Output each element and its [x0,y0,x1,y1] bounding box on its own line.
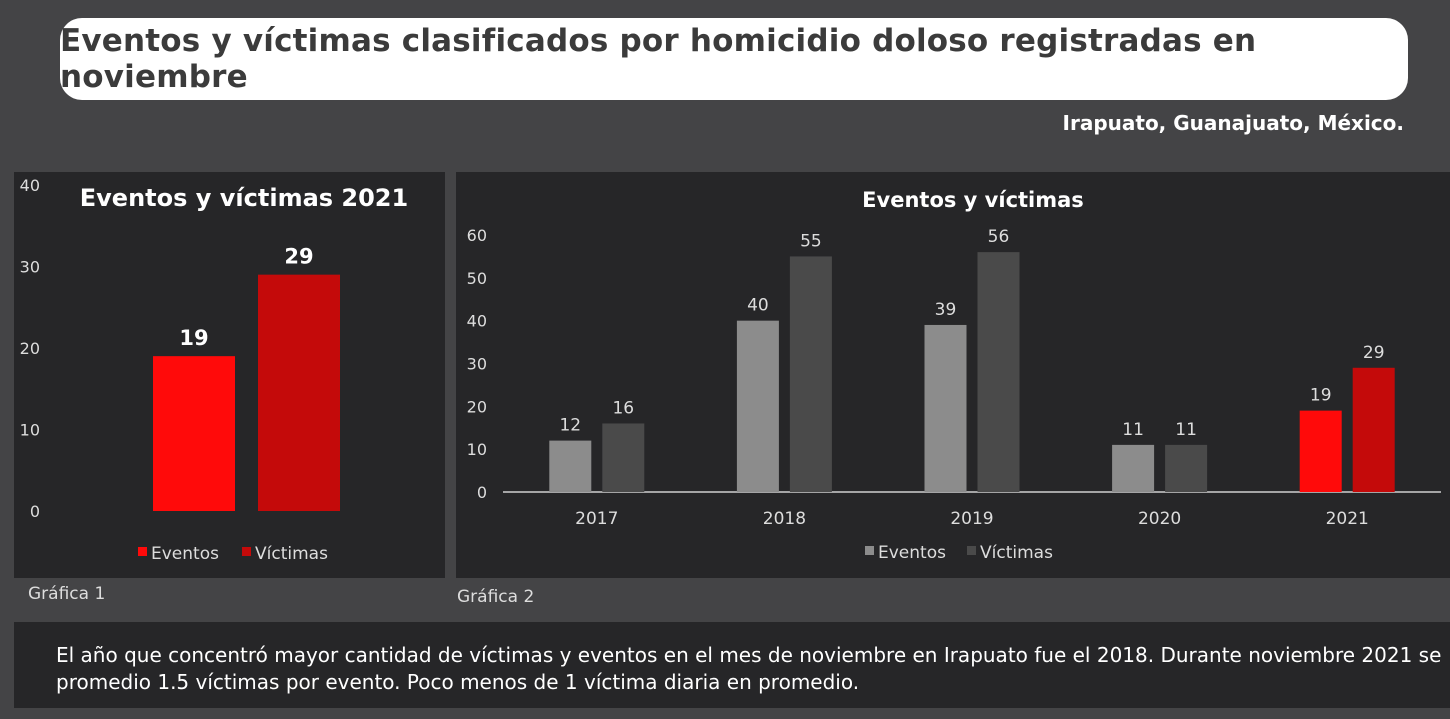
x-tick-label: 2018 [763,509,806,529]
x-tick-label: 2020 [1138,509,1181,529]
data-label: 29 [1363,343,1385,363]
y-tick-label: 0 [477,483,487,502]
y-tick-label: 50 [467,269,487,288]
legend-label: Eventos [151,544,219,564]
page-title: Eventos y víctimas clasificados por homi… [60,23,1257,95]
bar-eventos [153,356,235,511]
legend-label: Víctimas [980,543,1053,563]
legend-swatch [865,546,874,555]
y-tick-label: 20 [20,339,40,358]
bar-eventos-2020 [1112,444,1155,492]
y-tick-label: 40 [20,176,40,195]
figure-label-2: Gráfica 2 [457,587,535,607]
legend-swatch [242,547,251,556]
chart-2021-svg: Eventos y víctimas 2021 0 10 20 30 40 19 29 Even… [20,176,409,564]
title-banner: Eventos y víctimas clasificados por homi… [60,18,1408,100]
chart-title: Eventos y víctimas 2021 [80,184,408,212]
data-label: 19 [1310,386,1332,406]
bar-eventos-2017 [549,440,592,492]
bar-eventos-2021 [1299,410,1342,492]
bar-víctimas-2020 [1165,444,1208,492]
y-tick-label: 30 [467,355,487,374]
y-tick-label: 40 [467,312,487,331]
bar-eventos-2019 [924,324,967,492]
bar-eventos-2018 [736,320,779,492]
y-tick-label: 10 [20,421,40,440]
bar-víctimas-2018 [789,256,832,492]
chart-title: Eventos y víctimas [862,188,1084,212]
data-label: 11 [1122,420,1144,440]
data-label: 29 [284,245,313,269]
location-label: Irapuato, Guanajuato, México. [1062,111,1404,135]
data-label: 56 [988,227,1010,247]
legend-swatch [138,547,147,556]
figure-label-1: Gráfica 1 [28,584,106,604]
y-tick-label: 60 [467,226,487,245]
data-label: 12 [559,416,581,436]
bar-víctimas-2021 [1352,367,1395,492]
y-tick-label: 20 [467,397,487,416]
y-tick-label: 0 [30,502,40,521]
legend-label: Eventos [878,543,946,563]
data-label: 39 [935,300,957,320]
x-tick-label: 2019 [950,509,993,529]
data-label: 55 [800,231,822,251]
data-label: 40 [747,296,769,316]
summary-text: El año que concentró mayor cantidad de v… [56,643,1442,694]
bar-víctimas-2019 [977,252,1020,492]
y-tick-label: 30 [20,258,40,277]
x-tick-label: 2021 [1326,509,1369,529]
summary-note: El año que concentró mayor cantidad de v… [14,622,1450,708]
bar-víctimas [258,274,340,511]
x-tick-label: 2017 [575,509,618,529]
bar-víctimas-2017 [602,423,645,492]
y-tick-label: 10 [467,440,487,459]
data-label: 19 [179,326,208,350]
chart-panel-yearly: Eventos y víctimas 0 10 20 30 40 50 60 12 16 2017 4… [456,172,1450,578]
data-label: 16 [612,398,634,418]
chart-panel-2021: Eventos y víctimas 2021 0 10 20 30 40 19 29 Even… [14,172,445,578]
chart-yearly-svg: Eventos y víctimas 0 10 20 30 40 50 60 12 16 2017 4… [467,188,1441,563]
legend-swatch [967,546,976,555]
legend-label: Víctimas [255,544,328,564]
data-label: 11 [1175,420,1197,440]
